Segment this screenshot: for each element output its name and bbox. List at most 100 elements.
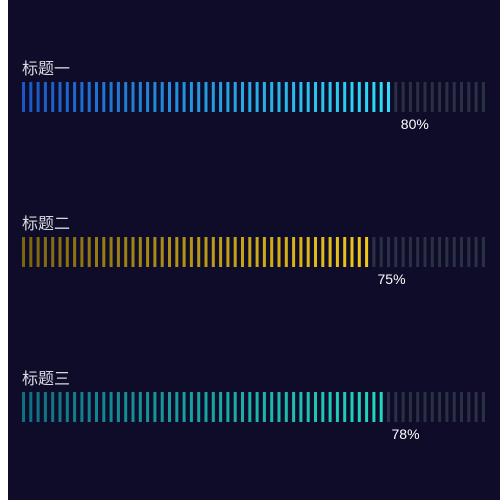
bar-segment-filled	[262, 237, 266, 267]
bar-segment-filled	[138, 82, 142, 112]
bar-segment-filled	[95, 237, 98, 267]
bar-segment-track	[416, 237, 420, 267]
bar-segment-filled	[306, 237, 310, 267]
bar-segment-filled	[277, 82, 281, 112]
bar-segment-filled	[124, 82, 128, 112]
value-label-2: 75%	[378, 271, 406, 287]
progress-row: 标题一 80%	[22, 59, 485, 132]
bar-segment-filled	[357, 82, 361, 112]
segment-group-1	[22, 82, 485, 112]
bar-segment-track	[423, 82, 427, 112]
bar-segment-filled	[314, 237, 317, 267]
bar-segment-track	[408, 82, 412, 112]
bar-segment-track	[423, 392, 427, 422]
bar-segment-filled	[95, 82, 98, 112]
bar-segment-filled	[211, 392, 215, 422]
bar-segment-filled	[131, 392, 135, 422]
bar-segment-filled	[197, 82, 201, 112]
bar-segment-filled	[73, 82, 77, 112]
bar-segment-filled	[343, 82, 347, 112]
bar-segment-filled	[292, 392, 296, 422]
bar-segment-filled	[175, 392, 179, 422]
bar-segment-track	[460, 392, 463, 422]
bar-segment-filled	[255, 392, 259, 422]
bar-segment-filled	[58, 237, 62, 267]
bar-segment-filled	[365, 82, 369, 112]
bar-segment-filled	[87, 237, 91, 267]
bar-segment-track	[408, 392, 412, 422]
bar-segment-track	[372, 237, 376, 267]
bar-segment-filled	[102, 237, 106, 267]
bar-segment-filled	[138, 237, 142, 267]
bar-segment-filled	[299, 392, 303, 422]
bar-segment-filled	[160, 237, 164, 267]
bar-segment-filled	[321, 82, 325, 112]
bar-segment-filled	[58, 82, 62, 112]
bar-segment-filled	[292, 237, 296, 267]
bar-segment-filled	[146, 392, 150, 422]
bar-segment-filled	[189, 392, 193, 422]
bar-segment-filled	[124, 392, 128, 422]
bar-segment-filled	[226, 392, 230, 422]
bar-segment-filled	[36, 237, 40, 267]
bar-segment-filled	[43, 237, 47, 267]
bar-segment-filled	[182, 392, 186, 422]
bar-segment-track	[394, 82, 398, 112]
bar-segment-track	[481, 392, 485, 422]
bar-segment-filled	[233, 237, 237, 267]
bar-segment-track	[423, 237, 427, 267]
value-label-1: 80%	[401, 116, 429, 132]
bar-segment-track	[430, 82, 434, 112]
bar-segment-filled	[284, 237, 288, 267]
bar-segment-filled	[372, 82, 376, 112]
bar-segment-track	[467, 237, 471, 267]
bar-segment-track	[474, 82, 478, 112]
bar-segment-filled	[233, 392, 237, 422]
bar-segment-filled	[277, 237, 281, 267]
bar-segment-filled	[51, 392, 55, 422]
bar-segment-filled	[204, 392, 208, 422]
bar-segment-filled	[241, 392, 244, 422]
bar-segment-filled	[321, 237, 325, 267]
bar-segment-filled	[87, 82, 91, 112]
bar-segment-filled	[372, 392, 376, 422]
bar-segment-filled	[153, 392, 157, 422]
bar-segment-filled	[146, 237, 150, 267]
bar-segment-filled	[153, 237, 157, 267]
bar-segment-filled	[248, 237, 252, 267]
bar-segment-filled	[29, 82, 33, 112]
progress-row: 标题二 75%	[22, 214, 485, 287]
bar-segment-filled	[241, 237, 244, 267]
bar-segment-filled	[116, 82, 120, 112]
bar-segment-filled	[160, 392, 164, 422]
bar-segment-filled	[131, 82, 135, 112]
bar-segment-track	[394, 392, 398, 422]
bar-segment-filled	[102, 392, 106, 422]
bar-segment-filled	[219, 392, 223, 422]
bar-segment-filled	[65, 392, 69, 422]
bar-segment-filled	[36, 82, 40, 112]
bar-segment-filled	[211, 237, 215, 267]
bar-segment-filled	[138, 392, 142, 422]
row-title-2: 标题二	[22, 214, 70, 233]
bar-segment-filled	[233, 82, 237, 112]
bar-segment-filled	[80, 82, 84, 112]
bar-segment-track	[474, 237, 478, 267]
progress-chart: 标题一 80% 标题二 75% 标题三 78%	[22, 59, 485, 442]
bar-segment-filled	[328, 237, 332, 267]
bar-segment-filled	[168, 392, 171, 422]
bar-segment-filled	[328, 392, 332, 422]
bar-segment-filled	[36, 392, 40, 422]
bar-segment-filled	[146, 82, 150, 112]
bar-segment-filled	[219, 82, 223, 112]
bar-segment-filled	[211, 82, 215, 112]
bar-segment-track	[467, 82, 471, 112]
bar-segment-filled	[350, 82, 354, 112]
bar-segment-filled	[262, 392, 266, 422]
bar-segment-track	[438, 392, 442, 422]
bar-segment-filled	[292, 82, 296, 112]
bar-segment-track	[474, 392, 478, 422]
bar-segment-filled	[226, 82, 230, 112]
bar-segment-filled	[284, 82, 288, 112]
bar-segment-filled	[299, 237, 303, 267]
